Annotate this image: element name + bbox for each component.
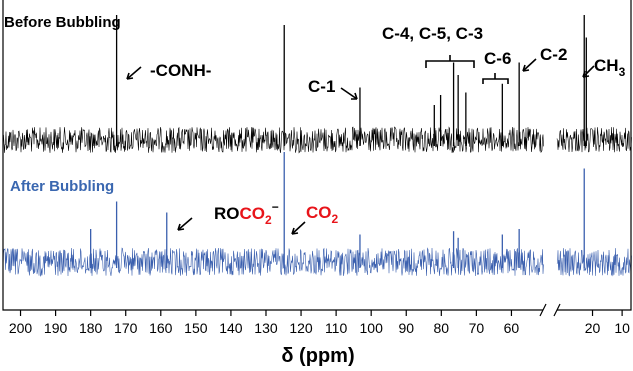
x-tick-label: 20: [585, 320, 601, 336]
x-axis-ticks: 200 190 180 170 160 150 140 130 120 110 100 90 80 70 6…: [9, 310, 630, 336]
annotation-c1: C-1: [308, 77, 335, 96]
axis-frame-right: [557, 0, 632, 311]
x-tick-label: 120: [289, 320, 313, 336]
arrow-ch3: [582, 65, 595, 78]
x-tick-label: 170: [114, 320, 138, 336]
arrowhead-c2: [522, 64, 530, 72]
spectra-group: [2, 15, 632, 277]
x-tick-label: 60: [504, 320, 520, 336]
arrowhead-conh: [126, 72, 134, 80]
x-axis: [2, 0, 632, 317]
spectrum-trace-after: [2, 247, 544, 277]
annotation-co2: CO2: [306, 203, 339, 226]
annotation-c6: C-6: [484, 49, 511, 68]
spectrum-trace-before: [556, 127, 632, 153]
x-tick-label: 150: [184, 320, 208, 336]
x-tick-label: 140: [219, 320, 243, 336]
x-axis-label: δ (ppm): [281, 345, 354, 367]
spectrum-trace-before: [2, 126, 544, 154]
series-label-before: Before Bubbling: [4, 14, 121, 31]
arrow-co2: [291, 221, 306, 235]
annotation-c453: C-4, C-5, C-3: [382, 24, 483, 43]
annotation-roco2: ROCO2−: [214, 200, 279, 227]
x-tick-label: 200: [9, 320, 33, 336]
bracket-c453: [425, 55, 475, 68]
x-tick-label: 110: [325, 320, 348, 336]
axis-frame-left: [2, 0, 543, 311]
x-tick-label: 180: [79, 320, 103, 336]
series-label-after: After Bubbling: [10, 178, 114, 195]
arrow-c1: [340, 87, 358, 100]
x-tick-label: 70: [469, 320, 485, 336]
arrowhead-ch3: [582, 70, 590, 78]
x-tick-label: 80: [434, 320, 450, 336]
x-tick-label: 160: [149, 320, 173, 336]
annotation-c2: C-2: [540, 45, 567, 64]
spectrum-trace-after: [556, 248, 632, 277]
x-tick-label: 90: [398, 320, 414, 336]
x-tick-label: 130: [254, 320, 278, 336]
bracket-c6: [482, 73, 509, 84]
arrow-roco2: [177, 217, 193, 231]
arrowhead-roco2: [177, 223, 185, 231]
annotation-ch3: CH3: [594, 56, 626, 79]
arrowhead-co2: [291, 227, 299, 235]
x-tick-label: 10: [614, 320, 630, 336]
x-tick-label: 100: [360, 320, 384, 336]
annotation-arrows: [126, 55, 595, 235]
annotation-conh: -CONH-: [150, 61, 211, 80]
axis-break-mark: [539, 303, 561, 317]
arrow-c2: [522, 58, 537, 72]
arrowhead-c1: [351, 92, 358, 100]
arrow-conh: [126, 66, 142, 80]
x-tick-label: 190: [44, 320, 68, 336]
